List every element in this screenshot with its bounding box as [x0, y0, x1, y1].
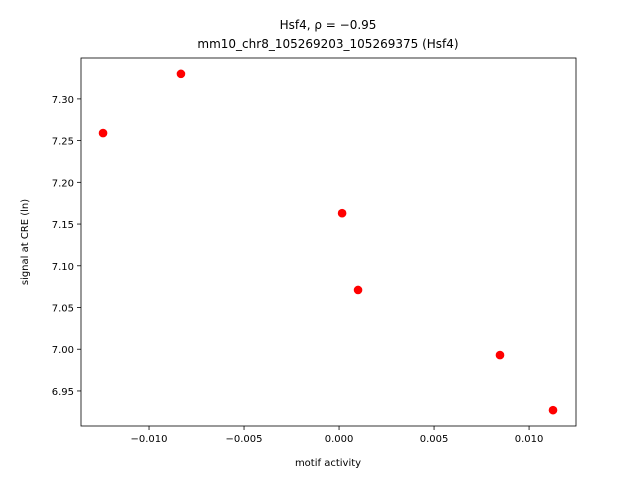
point [495, 350, 505, 360]
point [176, 69, 186, 79]
x-tick-label: −0.010 [131, 434, 168, 445]
x-axis-label: motif activity [295, 458, 361, 469]
x-tick-label: 0.000 [325, 434, 354, 445]
point [98, 128, 108, 138]
y-tick-label: 7.05 [52, 304, 74, 315]
y-tick-label: 7.30 [52, 95, 74, 106]
point [548, 405, 558, 415]
y-axis-label: signal at CRE (ln) [20, 199, 31, 285]
plot-frame [80, 57, 577, 427]
y-tick-label: 7.15 [52, 220, 74, 231]
y-tick-label: 6.95 [52, 387, 74, 398]
x-tick-label: 0.005 [420, 434, 449, 445]
chart-subtitle: mm10_chr8_105269203_105269375 (Hsf4) [197, 37, 458, 51]
point [337, 208, 347, 218]
y-tick-label: 7.10 [52, 262, 74, 273]
x-tick-label: −0.005 [226, 434, 263, 445]
x-tick-label: 0.010 [515, 434, 544, 445]
chart-title: Hsf4, ρ = −0.95 [280, 18, 377, 32]
y-tick-label: 7.20 [52, 178, 74, 189]
point [353, 285, 363, 295]
y-tick-label: 7.00 [52, 345, 74, 356]
y-tick-label: 7.25 [52, 137, 74, 148]
